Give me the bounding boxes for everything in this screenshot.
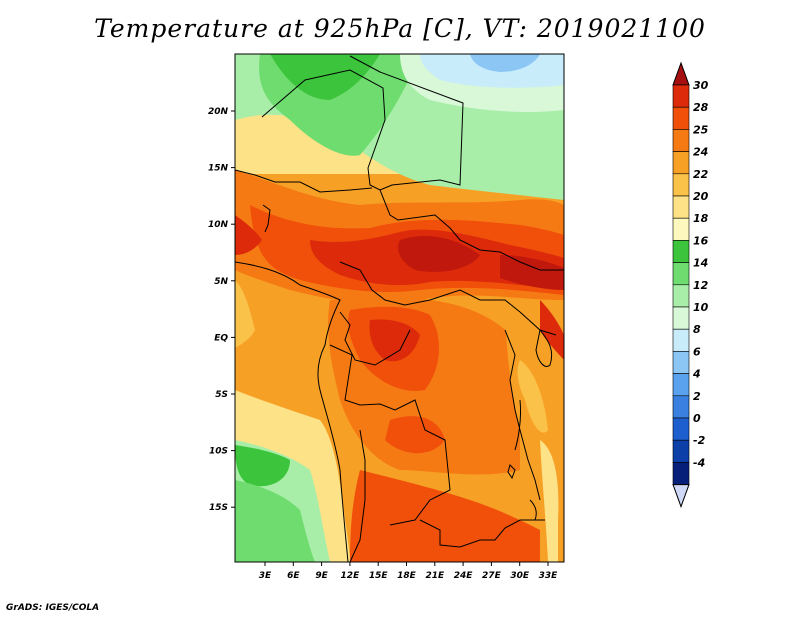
colorbar-segment bbox=[672, 151, 690, 175]
colorbar-label: 6 bbox=[693, 345, 701, 358]
colorbar-segment bbox=[672, 84, 690, 108]
longitude-axis: 3E 6E 9E 12E 15E 18E 21E 24E 27E 30E 33E bbox=[259, 562, 558, 581]
colorbar-label: 10 bbox=[693, 301, 709, 314]
colorbar-label: 4 bbox=[692, 368, 701, 381]
lat-tick-label: 15N bbox=[208, 164, 229, 174]
colorbar-segment bbox=[672, 284, 690, 308]
lon-tick-label: 21E bbox=[425, 571, 445, 581]
colorbar-top-arrow bbox=[672, 61, 690, 86]
colorbar-label: -4 bbox=[693, 456, 705, 469]
colorbar-label: 25 bbox=[693, 123, 709, 136]
colorbar-segment bbox=[672, 240, 690, 263]
colorbar-label: 8 bbox=[693, 323, 701, 336]
colorbar-segment bbox=[672, 262, 690, 286]
colorbar-label: 30 bbox=[693, 79, 709, 92]
lon-tick-label: 33E bbox=[539, 571, 559, 581]
lon-tick-label: 9E bbox=[315, 571, 328, 581]
colorbar-segment bbox=[672, 106, 690, 130]
lat-tick-label: 10N bbox=[208, 220, 229, 230]
colorbar-label: 2 bbox=[693, 390, 701, 403]
colorbar-segment bbox=[672, 417, 690, 441]
colorbar-segment bbox=[672, 351, 690, 374]
lon-tick-label: 15E bbox=[369, 571, 389, 581]
lat-tick-label: 10S bbox=[209, 447, 228, 457]
latitude-axis: 20N 15N 10N 5N EQ 5S 10S 15S bbox=[208, 107, 235, 513]
lon-tick-label: 30E bbox=[510, 571, 530, 581]
colorbar-label: -2 bbox=[693, 434, 706, 447]
map-title: Temperature at 925hPa [C], VT: 201902110… bbox=[94, 14, 706, 43]
lat-tick-label: 15S bbox=[209, 503, 228, 513]
lon-tick-label: 6E bbox=[287, 571, 300, 581]
temperature-field bbox=[235, 54, 564, 562]
colorbar-label: 16 bbox=[693, 234, 709, 247]
colorbar-label: 0 bbox=[693, 412, 701, 425]
colorbar-segment bbox=[672, 373, 690, 397]
lat-tick-label: 20N bbox=[208, 107, 229, 117]
lon-tick-label: 3E bbox=[259, 571, 272, 581]
plot-frame bbox=[234, 53, 565, 563]
colorbar-segment bbox=[672, 328, 690, 352]
lat-tick-label: EQ bbox=[214, 333, 228, 343]
colorbar-segment bbox=[672, 173, 690, 197]
colorbar-label: 20 bbox=[693, 190, 709, 203]
lon-tick-label: 18E bbox=[397, 571, 417, 581]
colorbar-segment bbox=[672, 129, 690, 152]
lon-tick-label: 27E bbox=[482, 571, 502, 581]
colorbar-label: 22 bbox=[693, 168, 709, 181]
grads-credit: GrADS: IGES/COLA bbox=[6, 603, 100, 613]
colorbar-label: 12 bbox=[693, 279, 709, 292]
colorbar-segment bbox=[672, 306, 690, 330]
colorbar-segment bbox=[672, 439, 690, 463]
colorbar-segment bbox=[672, 195, 690, 219]
colorbar-segment bbox=[672, 395, 690, 419]
colorbar-label: 24 bbox=[693, 146, 708, 159]
colorbar-segment bbox=[672, 462, 690, 485]
lon-tick-label: 12E bbox=[341, 571, 361, 581]
colorbar-bottom-arrow bbox=[672, 484, 690, 509]
lat-tick-label: 5S bbox=[215, 390, 228, 400]
colorbar-label: 18 bbox=[693, 212, 709, 225]
colorbar-segment bbox=[672, 217, 690, 241]
colorbar-label: 28 bbox=[693, 101, 709, 114]
lat-tick-label: 5N bbox=[214, 277, 228, 287]
colorbar-label: 14 bbox=[693, 257, 708, 270]
lon-tick-label: 24E bbox=[454, 571, 474, 581]
